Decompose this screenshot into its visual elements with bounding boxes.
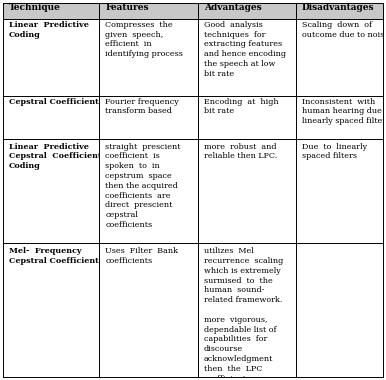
Text: Scaling  down  of
outcome due to noise: Scaling down of outcome due to noise xyxy=(301,21,386,39)
Text: Technique: Technique xyxy=(9,3,61,13)
Text: Disadvantages: Disadvantages xyxy=(301,3,374,13)
Text: Linear  Predictive
Coding: Linear Predictive Coding xyxy=(9,21,89,39)
Text: Due  to  linearly
spaced filters: Due to linearly spaced filters xyxy=(301,142,367,160)
Text: Advantages: Advantages xyxy=(204,3,261,13)
Text: Cepstral Coefficients: Cepstral Coefficients xyxy=(9,98,103,106)
Text: Fourier frequency
transform based: Fourier frequency transform based xyxy=(105,98,179,116)
Text: Linear  Predictive
Cepstral  Coefficients
Coding: Linear Predictive Cepstral Coefficients … xyxy=(9,142,106,170)
Text: utilizes  Mel
recurrence  scaling
which is extremely
surmised  to  the
human  so: utilizes Mel recurrence scaling which is… xyxy=(204,247,283,380)
Text: Mel-  Frequency
Cepstral Coefficients: Mel- Frequency Cepstral Coefficients xyxy=(9,247,103,265)
Text: Compresses  the
given  speech,
efficient  in
identifying process: Compresses the given speech, efficient i… xyxy=(105,21,183,58)
Text: Inconsistent  with
human hearing due to
linearly spaced filters: Inconsistent with human hearing due to l… xyxy=(301,98,386,125)
Text: Uses  Filter  Bank
coefficients: Uses Filter Bank coefficients xyxy=(105,247,178,265)
Text: Encoding  at  high
bit rate: Encoding at high bit rate xyxy=(204,98,278,116)
Text: Good  analysis
techniques  for
extracting features
and hence encoding
the speech: Good analysis techniques for extracting … xyxy=(204,21,286,78)
Text: Features: Features xyxy=(105,3,149,13)
Text: straight  prescient
coefficient  is
spoken  to  in
cepstrum  space
then the acqu: straight prescient coefficient is spoken… xyxy=(105,142,181,229)
Text: more  robust  and
reliable then LPC.: more robust and reliable then LPC. xyxy=(204,142,277,160)
